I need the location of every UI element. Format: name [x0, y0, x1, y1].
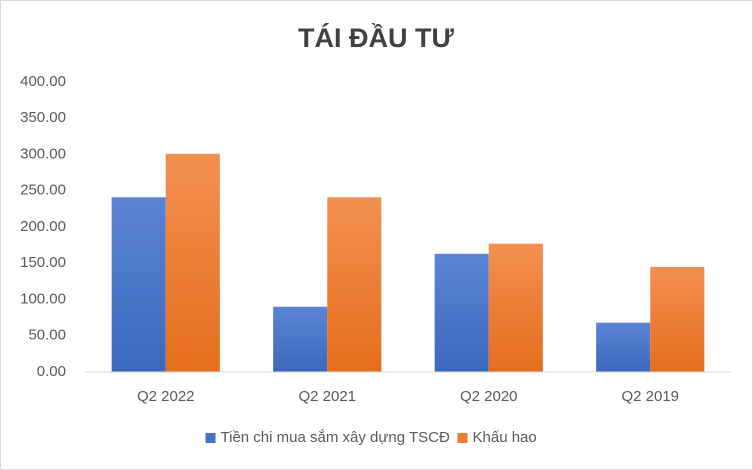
y-tick-label: 50.00	[28, 327, 66, 344]
bar	[111, 197, 166, 372]
x-tick-label: Q2 2021	[298, 388, 356, 405]
y-tick-label: 250.00	[20, 182, 66, 199]
bar	[327, 197, 382, 372]
x-tick-label: Q2 2022	[137, 388, 195, 405]
y-tick-label: 200.00	[20, 218, 66, 235]
x-tick-label: Q2 2019	[621, 388, 679, 405]
x-tick-label: Q2 2020	[460, 388, 518, 405]
y-tick-label: 150.00	[20, 254, 66, 271]
legend-swatch	[205, 433, 216, 443]
chart-title: TÁI ĐẦU TƯ	[298, 22, 454, 53]
y-tick-label: 300.00	[20, 145, 66, 162]
y-tick-label: 100.00	[20, 290, 66, 307]
legend-swatch	[457, 433, 468, 443]
bar	[488, 243, 543, 372]
bar	[650, 266, 705, 372]
bar	[596, 322, 651, 372]
bar	[434, 253, 489, 372]
bar	[273, 306, 328, 372]
legend-label: Khấu hao	[473, 429, 537, 446]
y-tick-label: 0.00	[37, 363, 66, 380]
bar	[165, 153, 220, 372]
y-tick-label: 400.00	[20, 73, 66, 90]
y-tick-label: 350.00	[20, 109, 66, 126]
legend-label: Tiền chi mua sắm xây dựng TSCĐ	[221, 429, 450, 446]
